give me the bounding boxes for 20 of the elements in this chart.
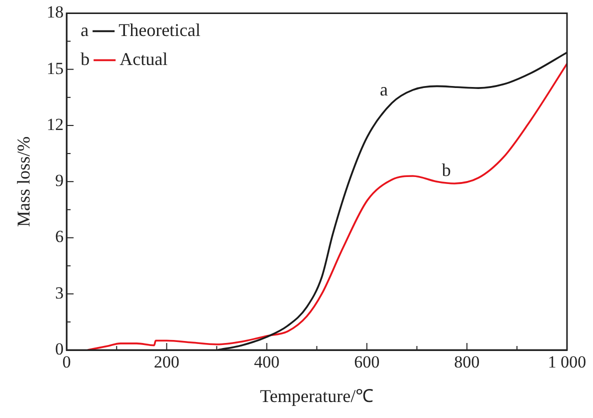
legend-label: Actual bbox=[120, 48, 168, 69]
y-tick-label: 18 bbox=[46, 2, 64, 22]
text: a bbox=[80, 20, 89, 40]
y-tick-label: 6 bbox=[55, 227, 64, 246]
x-tick-label: 800 bbox=[454, 352, 480, 372]
x-axis-title: Temperature/℃ bbox=[260, 386, 374, 406]
legend-label: Theoretical bbox=[118, 20, 201, 40]
annotation: b bbox=[442, 160, 451, 180]
y-axis-title: Mass loss/% bbox=[14, 136, 34, 227]
y-tick-label: 12 bbox=[46, 114, 64, 134]
annotation: a bbox=[380, 80, 388, 100]
text: b bbox=[80, 48, 90, 69]
y-tick-label: 3 bbox=[55, 283, 64, 302]
y-tick-label: 0 bbox=[55, 339, 64, 358]
x-tick-label: 1 000 bbox=[548, 352, 586, 372]
x-tick-label: 600 bbox=[354, 352, 380, 372]
x-tick-label: 200 bbox=[154, 352, 180, 372]
x-tick-label: 400 bbox=[254, 352, 280, 372]
y-tick-label: 15 bbox=[46, 58, 64, 78]
y-tick-label: 9 bbox=[55, 171, 64, 190]
